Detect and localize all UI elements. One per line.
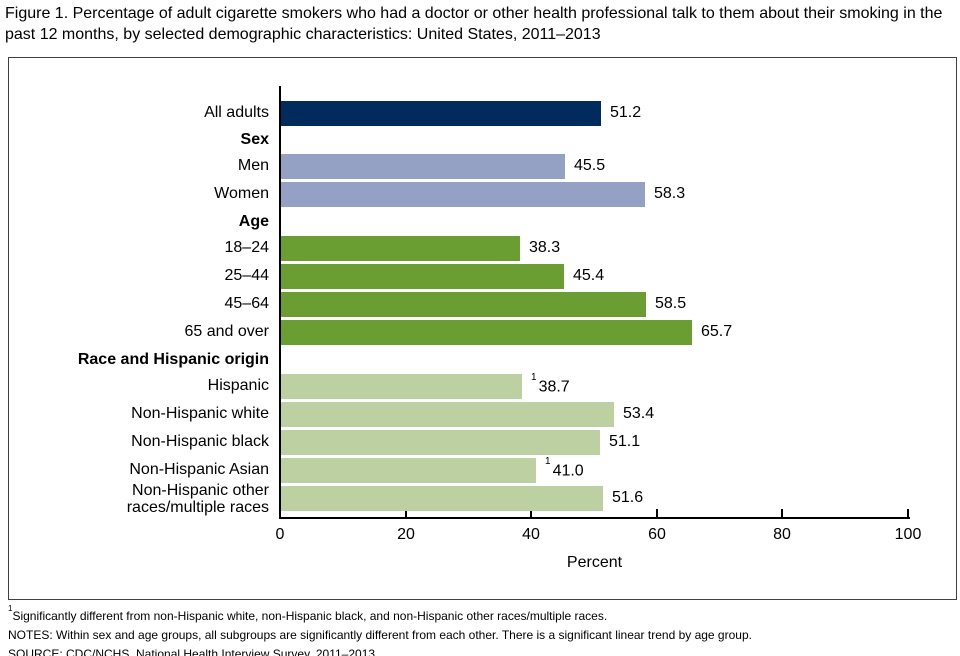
bar (281, 101, 601, 126)
group-header: Age (238, 213, 269, 230)
category-label: Non-Hispanic black (131, 433, 269, 450)
bar (281, 292, 646, 317)
axis-tick-label: 80 (773, 526, 791, 543)
footnotes: 1Significantly different from non-Hispan… (8, 603, 752, 656)
category-label: Hispanic (207, 377, 269, 394)
axis-tick (907, 509, 909, 517)
bar (281, 458, 536, 483)
bar (281, 264, 564, 289)
category-label: 45–64 (224, 295, 270, 312)
bar (281, 320, 692, 345)
bar-value-label: 51.6 (612, 489, 644, 506)
figure-title: Figure 1. Percentage of adult cigarette … (5, 5, 943, 43)
category-label: Non-Hispanic white (131, 405, 269, 422)
bar (281, 402, 614, 427)
axis-tick (279, 509, 281, 517)
axis-tick-label: 0 (275, 526, 285, 543)
bar-value-label: 138.7 (531, 372, 570, 396)
bar-value-label: 58.5 (655, 295, 687, 312)
footnote-marker: 1 (8, 604, 13, 613)
category-label: 25–44 (224, 267, 270, 284)
axis-tick-label: 20 (397, 526, 415, 543)
chart-area: 0 20 40 60 80 100 All adults 51.2 Sex Men 45.5 Wom… (8, 57, 957, 600)
category-label: Women (214, 185, 269, 202)
group-header: Sex (240, 131, 269, 148)
axis-tick-label: 60 (648, 526, 666, 543)
bar (281, 486, 603, 511)
group-header: Race and Hispanic origin (77, 351, 269, 368)
x-axis-line (279, 517, 910, 519)
footnote-line: SOURCE: CDC/NCHS, National Health Interv… (8, 647, 379, 656)
bar (281, 182, 645, 207)
footnote-line: 1Significantly different from non-Hispan… (8, 604, 608, 623)
category-label: 18–24 (224, 239, 270, 256)
axis-tick (781, 509, 783, 517)
footnote-line: NOTES: Within sex and age groups, all su… (8, 628, 752, 642)
bar (281, 154, 565, 179)
bar-value-label: 45.4 (573, 267, 605, 284)
bar (281, 236, 520, 261)
bar-value-label: 51.1 (609, 433, 641, 450)
bar (281, 374, 522, 399)
bar-value-label: 51.2 (610, 104, 642, 121)
axis-tick (656, 509, 658, 517)
axis-tick-label: 100 (894, 526, 922, 543)
axis-tick (530, 509, 532, 517)
bar-value-label: 65.7 (701, 323, 733, 340)
bar-value-label: 38.3 (529, 239, 561, 256)
category-label: Men (237, 157, 269, 174)
bar-value-label: 45.5 (574, 157, 606, 174)
axis-tick-label: 40 (522, 526, 540, 543)
bar-value-label: 53.4 (623, 405, 655, 422)
bar-value-label: 58.3 (654, 185, 686, 202)
category-label: 65 and over (184, 323, 269, 340)
bar-value-label: 141.0 (545, 456, 584, 480)
x-axis-title: Percent (566, 554, 623, 571)
footnote-marker: 1 (545, 456, 551, 467)
footnote-marker: 1 (531, 372, 537, 383)
axis-tick (405, 509, 407, 517)
y-axis-line (279, 86, 281, 519)
bar (281, 430, 600, 455)
category-label: Non-Hispanic Asian (129, 461, 269, 478)
category-label: Non-Hispanic other races/multiple races (126, 482, 269, 516)
category-label: All adults (204, 104, 269, 121)
